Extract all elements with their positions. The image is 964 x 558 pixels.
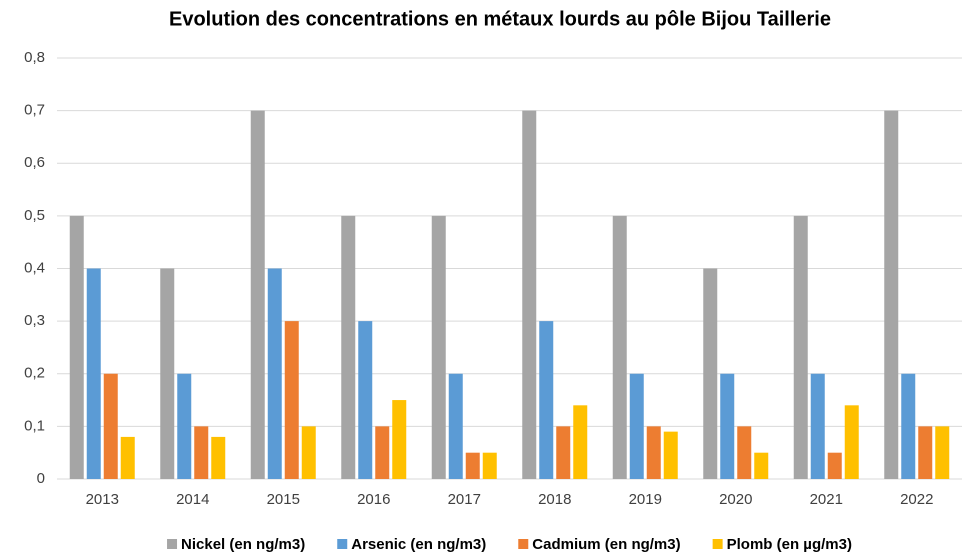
y-tick-label: 0,1 bbox=[24, 417, 45, 434]
bar bbox=[301, 426, 316, 479]
bar bbox=[703, 268, 718, 479]
bar bbox=[827, 452, 842, 479]
bar bbox=[539, 321, 554, 479]
bar bbox=[392, 400, 407, 479]
y-tick-label: 0,2 bbox=[24, 365, 45, 382]
bar bbox=[522, 110, 537, 479]
bar bbox=[86, 268, 101, 479]
y-tick-label: 0 bbox=[37, 470, 45, 487]
bar bbox=[103, 373, 118, 479]
bar bbox=[375, 426, 390, 479]
x-tick-label: 2018 bbox=[538, 491, 571, 508]
x-tick-label: 2020 bbox=[719, 491, 752, 508]
chart-title: Evolution des concentrations en métaux l… bbox=[169, 8, 831, 30]
x-tick-label: 2014 bbox=[176, 491, 209, 508]
bar bbox=[120, 436, 135, 479]
y-tick-label: 0,8 bbox=[24, 49, 45, 66]
y-tick-label: 0,3 bbox=[24, 312, 45, 329]
legend-label: Plomb (en µg/m3) bbox=[727, 536, 852, 553]
x-tick-label: 2017 bbox=[448, 491, 481, 508]
bar bbox=[918, 426, 933, 479]
bar bbox=[629, 373, 644, 479]
bar bbox=[448, 373, 463, 479]
x-tick-label: 2022 bbox=[900, 491, 933, 508]
bar bbox=[358, 321, 373, 479]
legend-swatch bbox=[167, 539, 178, 549]
legend-swatch bbox=[337, 539, 348, 549]
bar bbox=[663, 431, 678, 479]
bar bbox=[177, 373, 192, 479]
legend-swatch bbox=[518, 539, 529, 549]
bar bbox=[284, 321, 299, 479]
y-tick-label: 0,4 bbox=[24, 259, 45, 276]
bar bbox=[250, 110, 265, 479]
bar bbox=[267, 268, 282, 479]
x-tick-label: 2016 bbox=[357, 491, 390, 508]
x-tick-label: 2021 bbox=[810, 491, 843, 508]
bar bbox=[901, 373, 916, 479]
bar bbox=[431, 215, 446, 479]
y-tick-label: 0,5 bbox=[24, 207, 45, 224]
bar bbox=[69, 215, 84, 479]
legend-swatch bbox=[712, 539, 723, 549]
x-tick-label: 2019 bbox=[629, 491, 662, 508]
bar bbox=[793, 215, 808, 479]
bar bbox=[754, 452, 769, 479]
bar bbox=[211, 436, 226, 479]
bar bbox=[737, 426, 752, 479]
bar bbox=[160, 268, 175, 479]
x-tick-label: 2013 bbox=[86, 491, 119, 508]
bar bbox=[884, 110, 899, 479]
bar bbox=[465, 452, 480, 479]
legend-label: Cadmium (en ng/m3) bbox=[532, 536, 680, 553]
bar bbox=[612, 215, 627, 479]
x-tick-label: 2015 bbox=[267, 491, 300, 508]
bar bbox=[844, 405, 859, 479]
y-tick-label: 0,6 bbox=[24, 154, 45, 171]
bar bbox=[556, 426, 571, 479]
legend-label: Arsenic (en ng/m3) bbox=[351, 536, 486, 553]
legend-label: Nickel (en ng/m3) bbox=[181, 536, 305, 553]
bar bbox=[482, 452, 497, 479]
bar bbox=[810, 373, 825, 479]
bar bbox=[935, 426, 950, 479]
bar bbox=[646, 426, 661, 479]
bar bbox=[341, 215, 356, 479]
bar bbox=[573, 405, 588, 479]
bar bbox=[194, 426, 209, 479]
bar bbox=[720, 373, 735, 479]
y-tick-label: 0,7 bbox=[24, 102, 45, 119]
